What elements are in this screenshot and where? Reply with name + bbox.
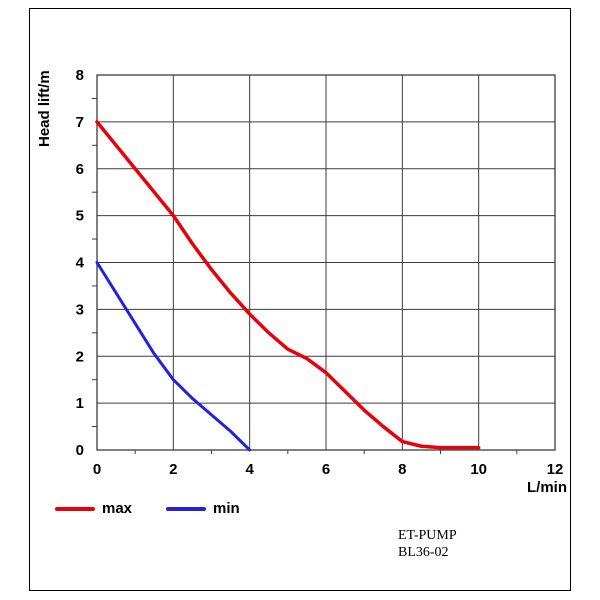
svg-text:1: 1 (76, 395, 84, 412)
svg-text:4: 4 (76, 255, 85, 272)
legend-label-min: min (213, 500, 240, 517)
svg-text:8: 8 (76, 67, 84, 84)
svg-text:0: 0 (76, 442, 84, 459)
svg-text:10: 10 (470, 461, 487, 478)
legend-label-max: max (102, 500, 133, 517)
chart-legend: max min (55, 500, 240, 517)
svg-text:4: 4 (245, 461, 254, 478)
svg-text:5: 5 (76, 208, 84, 225)
y-axis-title: Head lift/m (36, 70, 53, 147)
svg-text:7: 7 (76, 114, 84, 131)
legend-item-min: min (166, 500, 240, 517)
svg-text:0: 0 (93, 461, 101, 478)
svg-text:12: 12 (547, 461, 564, 478)
svg-text:6: 6 (322, 461, 330, 478)
svg-text:2: 2 (76, 348, 84, 365)
legend-item-max: max (55, 500, 132, 517)
footer-model: BL36-02 (398, 545, 449, 560)
legend-line-min (166, 506, 207, 511)
svg-text:2: 2 (169, 461, 177, 478)
x-axis-title: L/min (527, 479, 567, 496)
svg-text:3: 3 (76, 301, 84, 318)
footer-brand: ET-PUMP (398, 528, 457, 543)
svg-text:6: 6 (76, 161, 84, 178)
chart-footer: ET-PUMP BL36-02 (398, 527, 457, 561)
svg-text:8: 8 (398, 461, 406, 478)
legend-line-max (55, 506, 95, 511)
